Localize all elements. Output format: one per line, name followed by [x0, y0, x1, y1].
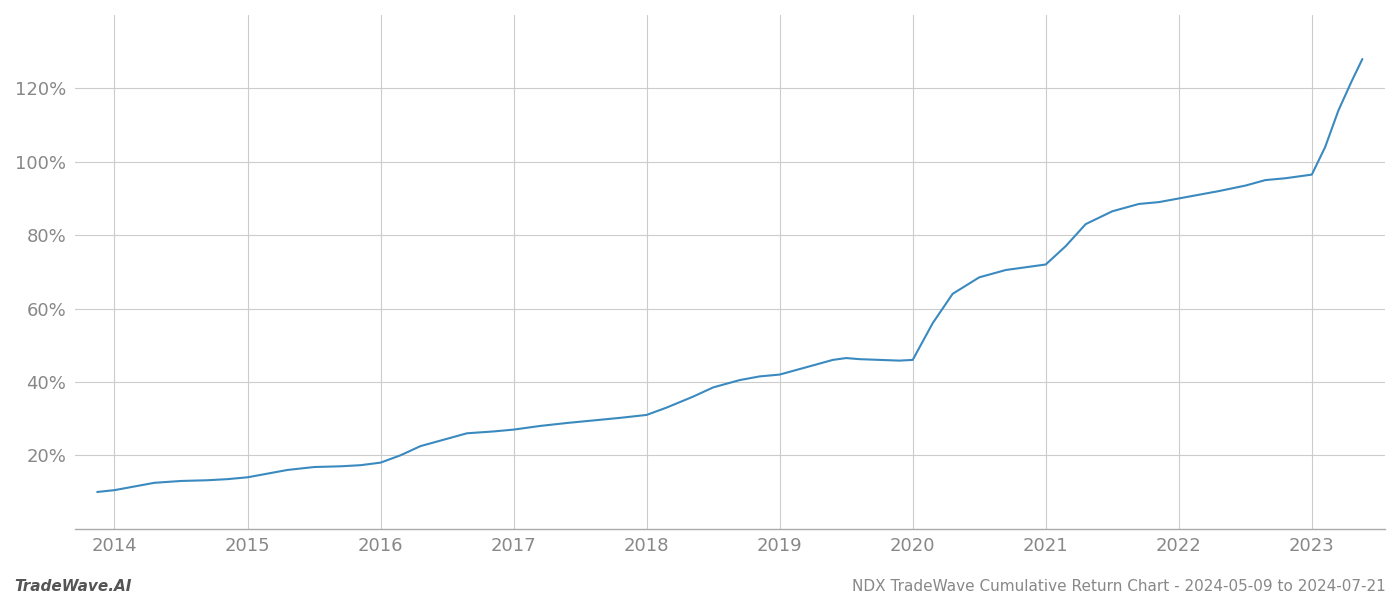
Text: TradeWave.AI: TradeWave.AI — [14, 579, 132, 594]
Text: NDX TradeWave Cumulative Return Chart - 2024-05-09 to 2024-07-21: NDX TradeWave Cumulative Return Chart - … — [853, 579, 1386, 594]
